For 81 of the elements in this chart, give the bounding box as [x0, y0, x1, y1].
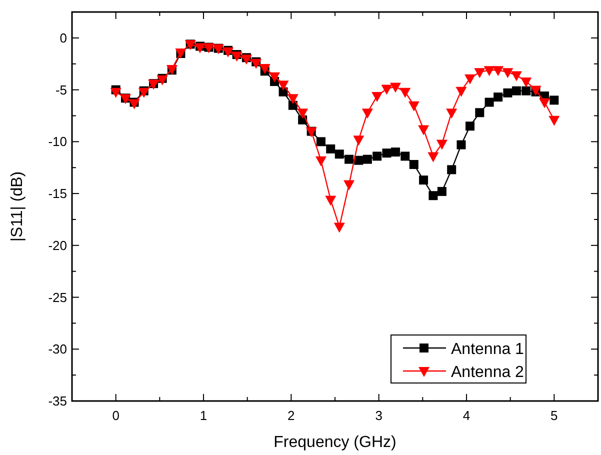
- point: [474, 68, 486, 78]
- point: [344, 180, 355, 190]
- point: [362, 154, 372, 164]
- point: [456, 140, 466, 150]
- point: [325, 196, 336, 206]
- x-tick-label: 5: [550, 408, 558, 423]
- point: [194, 43, 206, 54]
- point: [456, 86, 467, 97]
- point: [484, 98, 494, 107]
- point: [390, 148, 400, 157]
- point: [419, 176, 428, 185]
- point: [446, 108, 458, 119]
- point: [466, 122, 475, 131]
- point: [354, 156, 364, 165]
- y-tick-label: -35: [48, 394, 67, 408]
- y-tick-label: -25: [48, 290, 67, 305]
- point: [382, 148, 392, 158]
- point: [400, 152, 410, 161]
- point: [231, 52, 242, 62]
- point: [222, 47, 234, 58]
- y-tick-label: -10: [48, 134, 67, 150]
- point: [316, 137, 326, 146]
- x-axis-title: Frequency (GHz): [274, 434, 396, 451]
- y-tick-label: 0: [60, 30, 67, 46]
- point: [522, 86, 531, 96]
- point: [259, 64, 270, 74]
- point: [240, 54, 252, 65]
- legend-label: Antenna 1: [451, 341, 524, 358]
- y-axis-title: |S11| (dB): [9, 171, 26, 242]
- point: [250, 58, 262, 69]
- point: [502, 68, 514, 78]
- point: [418, 125, 430, 136]
- x-tick-label: 3: [375, 408, 382, 423]
- point: [390, 82, 401, 93]
- point: [400, 88, 411, 98]
- x-tick-label: 1: [200, 408, 208, 423]
- point: [550, 96, 559, 105]
- point: [494, 92, 503, 102]
- y-tick-label: -5: [55, 82, 67, 98]
- point: [409, 160, 418, 169]
- point: [492, 66, 504, 76]
- point: [520, 78, 532, 88]
- point: [510, 71, 522, 82]
- y-tick-label: -20: [48, 238, 67, 253]
- point: [362, 108, 373, 119]
- point: [334, 222, 345, 233]
- legend-label: Antenna 2: [451, 364, 524, 381]
- point: [269, 72, 280, 82]
- point: [464, 74, 476, 84]
- y-tick-label: -30: [48, 342, 67, 357]
- point: [128, 99, 140, 110]
- point: [353, 136, 364, 146]
- x-tick-label: 2: [288, 408, 295, 423]
- point: [278, 80, 289, 91]
- point: [447, 165, 456, 174]
- point: [110, 88, 122, 98]
- point: [334, 150, 344, 159]
- point: [475, 108, 484, 118]
- point: [315, 156, 326, 166]
- point: [381, 84, 392, 95]
- point: [437, 186, 446, 196]
- point: [428, 191, 438, 200]
- point: [436, 140, 448, 150]
- point: [344, 154, 354, 164]
- point: [156, 75, 168, 86]
- x-tick-label: 4: [462, 408, 470, 423]
- point: [428, 152, 439, 162]
- point: [372, 152, 382, 161]
- point: [503, 88, 512, 98]
- x-tick-label: 0: [112, 408, 120, 423]
- point: [408, 101, 420, 112]
- point: [372, 92, 383, 102]
- y-tick-label: -15: [48, 186, 67, 202]
- point: [512, 86, 521, 96]
- point: [326, 144, 336, 154]
- point: [287, 94, 298, 104]
- point: [297, 108, 308, 119]
- point: [548, 116, 560, 126]
- point: [138, 88, 150, 98]
- point: [539, 98, 550, 108]
- point: [484, 66, 495, 76]
